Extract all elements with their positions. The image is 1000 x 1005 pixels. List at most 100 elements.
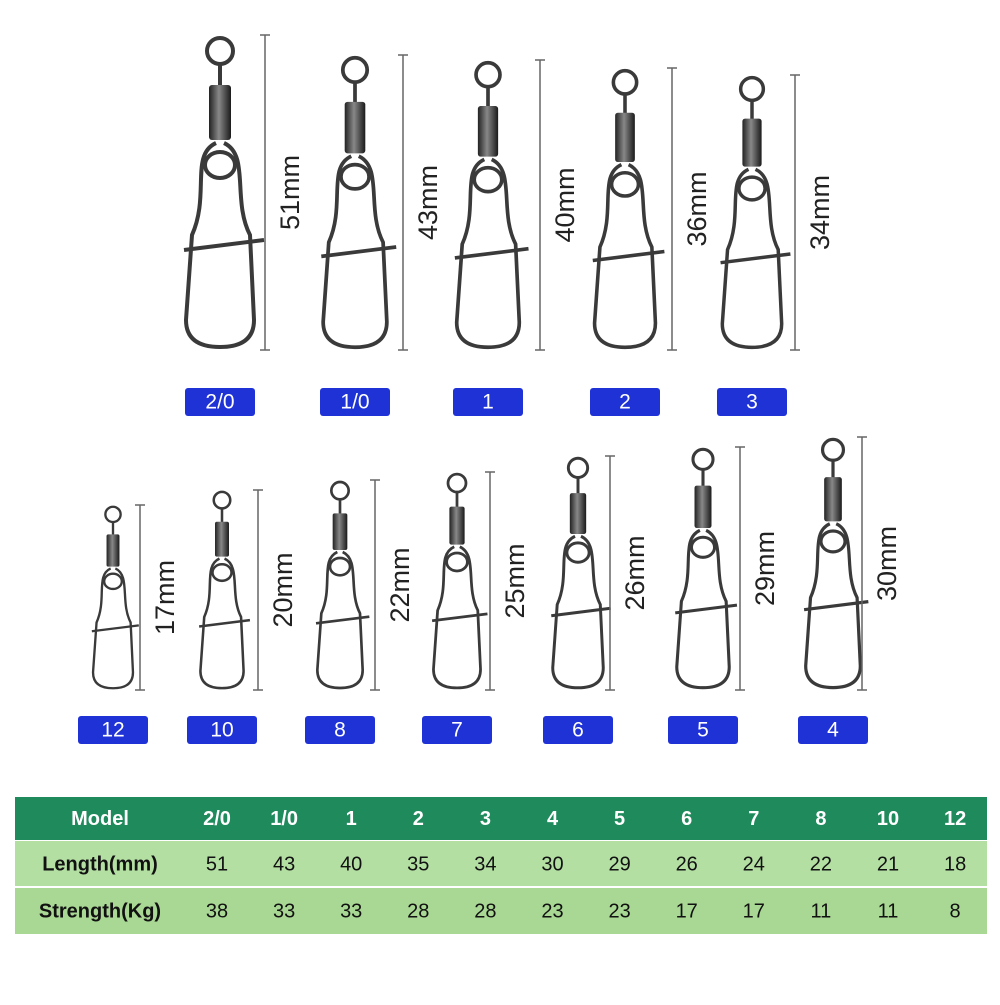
size-label: 12 (101, 719, 124, 742)
size-badge (185, 388, 255, 416)
size-badge (422, 716, 492, 744)
table-cell: 43 (273, 853, 295, 875)
table-cell: 11 (811, 900, 832, 922)
table-cell: 24 (743, 853, 765, 875)
swivel-clip (675, 603, 738, 615)
swivel-ring (689, 535, 717, 559)
swivel-clip (321, 245, 397, 259)
size-label: 4 (827, 719, 839, 742)
size-label: 6 (572, 719, 584, 742)
table-header-cell: 2 (413, 808, 424, 830)
size-badge (453, 388, 523, 416)
swivel-barrel (477, 106, 499, 157)
swivel-snap (91, 567, 135, 690)
swivel-clip (198, 618, 251, 628)
swivel-snap (315, 550, 365, 690)
table-cell: 29 (608, 853, 630, 875)
swivel (198, 490, 251, 690)
table-header-cell: 12 (944, 808, 966, 830)
size-label: 2 (619, 391, 631, 414)
table-cell: 28 (474, 900, 496, 922)
size-badge (78, 716, 148, 744)
table-header-cell: 3 (480, 808, 491, 830)
dimension-label: 17mm (150, 560, 180, 635)
table-header-cell: 7 (748, 808, 759, 830)
size-badge (305, 716, 375, 744)
table-cell: 30 (541, 853, 563, 875)
dimension-label: 29mm (750, 531, 780, 606)
swivel-snap (804, 522, 862, 690)
table-cell: 17 (676, 900, 698, 922)
swivel-barrel (209, 85, 231, 140)
swivel-clip (454, 246, 529, 260)
size-label: 3 (746, 391, 758, 414)
table-header-cell: 1 (346, 808, 357, 830)
swivel-snap (454, 157, 522, 350)
swivel (720, 75, 791, 350)
swivel-barrel (569, 493, 587, 534)
table-cell: 35 (407, 853, 429, 875)
size-label: 2/0 (205, 391, 234, 414)
size-badge (187, 716, 257, 744)
swivel-snap (551, 534, 605, 690)
swivel-ring (328, 556, 352, 577)
swivel (592, 68, 665, 350)
swivel (803, 437, 869, 690)
table-cell: 51 (206, 853, 228, 875)
swivel-ring (103, 572, 123, 591)
swivel-snap (592, 163, 658, 350)
swivel-ring (339, 162, 371, 191)
swivel-barrel (615, 112, 635, 162)
swivel-barrel (694, 485, 712, 528)
size-label: 1/0 (340, 391, 369, 414)
size-label: 7 (451, 719, 463, 742)
table-row (15, 841, 987, 887)
size-badge (590, 388, 660, 416)
swivel (321, 55, 397, 350)
table-cell: 33 (340, 900, 362, 922)
swivel-snap (432, 545, 482, 690)
size-badge (717, 388, 787, 416)
table-header-cell: 1/0 (270, 808, 298, 830)
swivel (91, 505, 139, 690)
size-label: 8 (334, 719, 346, 742)
swivel-ring (565, 541, 591, 564)
table-cell: 11 (878, 900, 899, 922)
swivel-barrel (106, 534, 120, 567)
swivel (454, 60, 529, 350)
swivel-barrel (449, 506, 465, 545)
size-badge (798, 716, 868, 744)
swivel (675, 447, 738, 690)
table-header-cell: 6 (681, 808, 692, 830)
table-header-cell: 4 (547, 808, 559, 830)
swivel-snap (675, 528, 731, 690)
swivel-clip (183, 238, 265, 252)
table-header (15, 797, 987, 840)
dimension-label: 40mm (550, 167, 580, 242)
swivel (551, 456, 611, 690)
dimension-label: 26mm (620, 535, 650, 610)
size-label: 1 (482, 391, 494, 414)
dimension-label: 22mm (385, 547, 415, 622)
swivel-barrel (344, 101, 366, 154)
table-cell: 23 (608, 900, 630, 922)
swivel-snap (199, 557, 245, 690)
table-cell: 28 (407, 900, 429, 922)
table-header-cell: 8 (815, 808, 826, 830)
swivel-clip (551, 606, 611, 618)
table-cell: 38 (206, 900, 228, 922)
swivel-barrel (824, 477, 842, 522)
dimension-label: 25mm (500, 543, 530, 618)
swivel-clip (315, 615, 370, 625)
table-cell: 17 (743, 900, 765, 922)
size-badge (320, 388, 390, 416)
dimension-label: 20mm (268, 552, 298, 627)
table-cell: 18 (944, 853, 966, 875)
swivel-barrel (215, 521, 229, 557)
swivel-clip (720, 252, 791, 265)
table-cell: 21 (877, 853, 899, 875)
table-cell: 40 (340, 853, 362, 875)
table-cell: 26 (676, 853, 698, 875)
dimension-label: 51mm (275, 155, 305, 230)
